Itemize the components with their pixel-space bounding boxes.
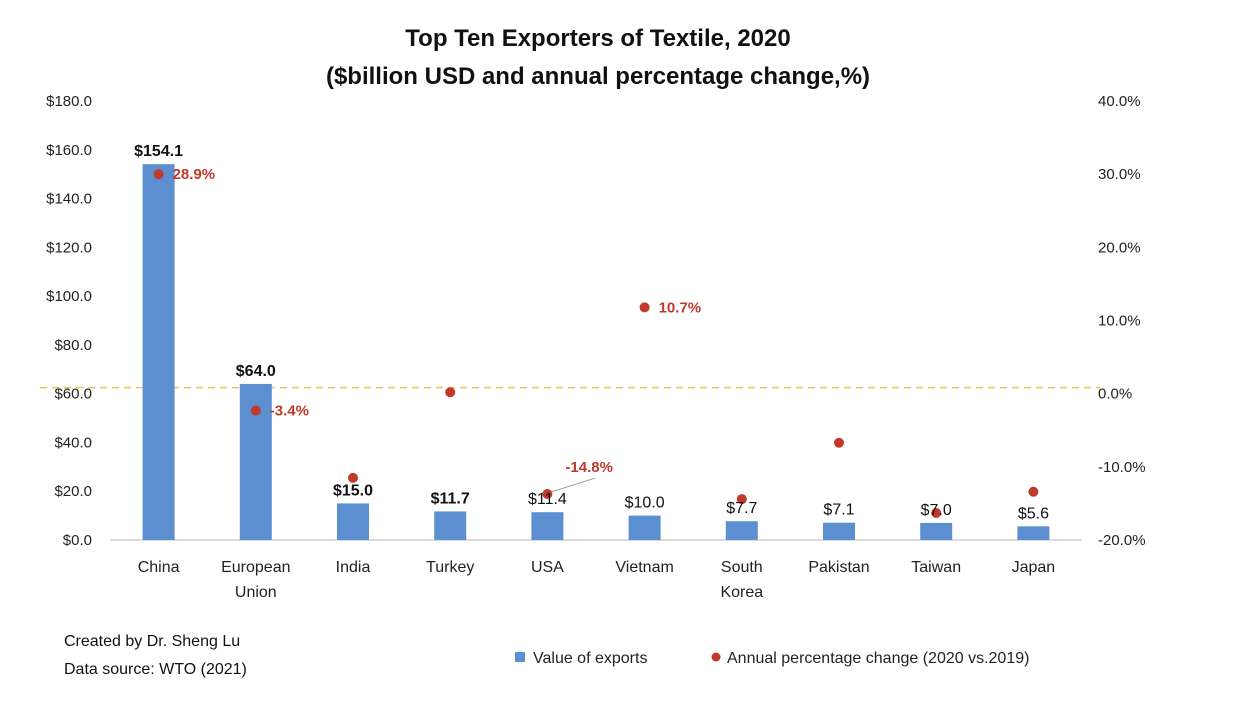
percent-change-label: -3.4% bbox=[270, 403, 309, 420]
bar bbox=[1017, 526, 1050, 540]
legend-bar-swatch bbox=[515, 652, 525, 662]
percent-change-dot bbox=[250, 405, 261, 416]
y-left-tick-label: $40.0 bbox=[54, 434, 92, 451]
y-left-tick-label: $100.0 bbox=[46, 288, 92, 305]
note-data-source: Data source: WTO (2021) bbox=[64, 661, 247, 678]
percent-change-label: 10.7% bbox=[659, 299, 702, 316]
percent-change-label: 28.9% bbox=[173, 166, 216, 183]
y-left-tick-label: $0.0 bbox=[63, 532, 92, 549]
bar-value-label: $11.7 bbox=[431, 490, 470, 507]
x-tick-label: USA bbox=[531, 559, 564, 576]
x-tick-label: China bbox=[138, 559, 180, 576]
y-right-tick-label: 0.0% bbox=[1098, 386, 1132, 403]
bar bbox=[725, 521, 758, 540]
percent-change-dot bbox=[834, 437, 844, 448]
percent-change-dot bbox=[931, 507, 942, 518]
bar-value-label: $7.1 bbox=[823, 502, 854, 519]
percent-change-dot bbox=[542, 488, 553, 499]
percent-change-dot bbox=[445, 387, 456, 398]
chart-title: Top Ten Exporters of Textile, 2020 bbox=[405, 25, 790, 52]
bar-value-label: $154.1 bbox=[134, 143, 183, 160]
y-right-tick-label: -10.0% bbox=[1098, 459, 1146, 476]
y-right-tick-label: 40.0% bbox=[1098, 93, 1141, 110]
bar bbox=[920, 522, 953, 540]
y-left-tick-label: $160.0 bbox=[46, 142, 92, 159]
y-left-tick-label: $140.0 bbox=[46, 191, 92, 208]
x-tick-label: India bbox=[336, 559, 371, 576]
bar-value-label: $15.0 bbox=[333, 482, 373, 499]
y-right-tick-label: 20.0% bbox=[1098, 239, 1141, 256]
legend-dot-swatch bbox=[711, 652, 721, 662]
x-tick-label: Pakistan bbox=[808, 559, 869, 576]
y-left-tick-label: $60.0 bbox=[54, 386, 92, 403]
legend: Value of exports Annual percentage chang… bbox=[515, 650, 1029, 667]
bar bbox=[531, 512, 564, 540]
y-left-tick-label: $20.0 bbox=[54, 483, 92, 500]
bar-value-label: $64.0 bbox=[236, 363, 276, 380]
note-created-by: Created by Dr. Sheng Lu bbox=[64, 633, 240, 650]
y-right-tick-label: -20.0% bbox=[1098, 532, 1146, 549]
bar-value-label: $7.7 bbox=[726, 500, 757, 517]
x-tick-label: Turkey bbox=[426, 559, 474, 576]
x-tick-label: European Union bbox=[221, 559, 290, 601]
y-left-tick-label: $80.0 bbox=[54, 337, 92, 354]
percent-change-dot bbox=[153, 169, 164, 180]
bar bbox=[628, 515, 661, 540]
bar bbox=[823, 522, 855, 540]
x-tick-label: Japan bbox=[1012, 559, 1056, 576]
y-right-tick-label: 30.0% bbox=[1098, 166, 1141, 183]
percent-change-dot bbox=[1028, 486, 1039, 497]
label-leader-line bbox=[551, 477, 596, 493]
percent-change-dot bbox=[348, 472, 358, 483]
bar-value-label: $5.6 bbox=[1018, 505, 1049, 522]
y-left-tick-label: $120.0 bbox=[46, 239, 92, 256]
bar bbox=[434, 511, 467, 540]
percent-change-dot bbox=[736, 494, 747, 505]
y-left-tick-label: $180.0 bbox=[46, 93, 92, 110]
chart-subtitle: ($billion USD and annual percentage chan… bbox=[326, 63, 870, 90]
x-tick-label: South Korea bbox=[720, 559, 763, 601]
legend-dot-label: Annual percentage change (2020 vs.2019) bbox=[727, 650, 1029, 667]
percent-change-dot bbox=[639, 302, 650, 313]
bar-value-label: $10.0 bbox=[625, 495, 665, 512]
percent-change-label: -14.8% bbox=[565, 459, 613, 476]
legend-bar-label: Value of exports bbox=[533, 650, 647, 667]
bar bbox=[142, 164, 175, 540]
x-tick-label: Taiwan bbox=[911, 559, 961, 576]
bar-value-label: $7.0 bbox=[921, 502, 952, 519]
bar bbox=[337, 503, 369, 540]
y-right-tick-label: 10.0% bbox=[1098, 313, 1141, 330]
bar-value-label: $11.4 bbox=[528, 491, 567, 508]
x-tick-label: Vietnam bbox=[615, 559, 673, 576]
